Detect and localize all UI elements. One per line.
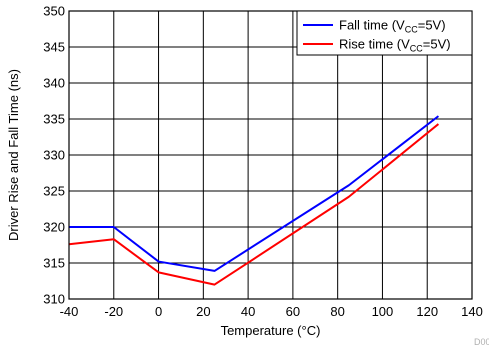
x-tick-label: 140 — [461, 304, 483, 319]
x-tick-label: 80 — [330, 304, 344, 319]
y-tick-label: 325 — [43, 184, 65, 199]
y-tick-label: 335 — [43, 112, 65, 127]
series-line-rise-time — [68, 123, 440, 286]
x-tick-label: 0 — [155, 304, 162, 319]
x-tick-label: 40 — [241, 304, 255, 319]
legend: Fall time (VCC=5V) Rise time (VCC=5V) — [296, 10, 473, 56]
x-axis-label: Temperature (°C) — [221, 323, 321, 338]
series-line-fall-time — [69, 115, 440, 272]
x-tick-label: 20 — [196, 304, 210, 319]
plot-frame — [68, 10, 473, 300]
x-tick-label: 120 — [416, 304, 438, 319]
x-tick-label: 100 — [372, 304, 394, 319]
x-tick-label: -40 — [60, 304, 79, 319]
y-tick-label: 345 — [43, 40, 65, 55]
x-tick-label: 60 — [286, 304, 300, 319]
y-tick-labels: 310 315 320 325 330 335 340 345 350 — [43, 4, 65, 307]
y-tick-label: 310 — [43, 292, 65, 307]
legend-entry: Fall time (VCC=5V) — [339, 18, 446, 35]
y-axis-label: Driver Rise and Fall Time (ns) — [6, 69, 21, 241]
legend-box — [296, 10, 473, 56]
x-tick-label: -20 — [104, 304, 123, 319]
y-tick-label: 320 — [43, 220, 65, 235]
y-tick-label: 350 — [43, 4, 65, 19]
data-series — [68, 115, 440, 286]
y-tick-label: 330 — [43, 148, 65, 163]
y-tick-label: 315 — [43, 256, 65, 271]
legend-entry: Rise time (VCC=5V) — [339, 37, 451, 54]
x-tick-labels: -40 -20 0 20 40 60 80 100 120 140 — [60, 304, 483, 319]
y-tick-label: 340 — [43, 76, 65, 91]
figure-id-label: D00 — [474, 337, 489, 347]
